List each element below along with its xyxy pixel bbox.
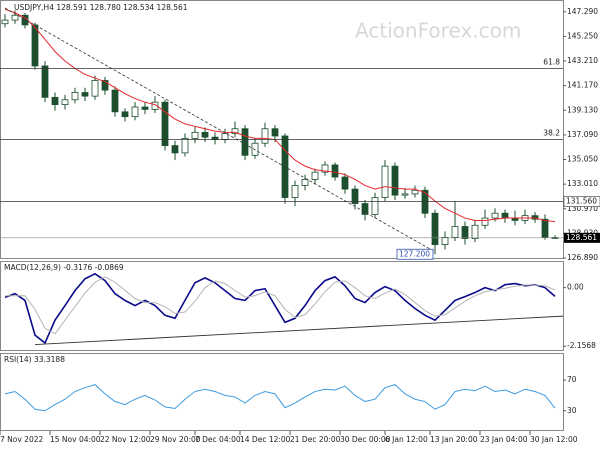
level-label: 131.560 <box>566 197 597 206</box>
candle-body <box>151 101 159 110</box>
candle-body <box>501 212 509 219</box>
candle-body <box>71 92 79 101</box>
candle-body <box>541 218 549 238</box>
candle-body <box>351 188 359 204</box>
y-tick-label: 133.010 <box>567 179 598 188</box>
indicator-line <box>4 272 556 345</box>
y-tick-label: 145.250 <box>567 31 598 40</box>
candle-body <box>51 96 59 105</box>
rsi-title: RSI(14) 33.3188 <box>4 355 65 364</box>
candle-body <box>181 137 189 154</box>
candle-body <box>301 179 309 186</box>
x-tick-label: 23 Jan 04:00 <box>480 435 528 444</box>
y-tick-label: 143.210 <box>567 56 598 65</box>
trendline <box>4 7 436 253</box>
candle-body <box>191 131 199 139</box>
candle-body <box>251 142 259 156</box>
candle-body <box>401 193 409 196</box>
candle-body <box>271 128 279 137</box>
candle-body <box>171 145 179 154</box>
candle-body <box>241 128 249 156</box>
y-tick-label: 0.00 <box>567 283 584 292</box>
x-tick-label: 15 Nov 04:00 <box>50 435 101 444</box>
y-tick-label: 30 <box>567 406 577 415</box>
candle-body <box>491 212 499 219</box>
candle-body <box>431 212 439 246</box>
candle-body <box>361 203 369 215</box>
candle-body <box>411 189 419 195</box>
x-tick-label: 14 Dec 12:00 <box>240 435 291 444</box>
candle-body <box>31 24 39 67</box>
rsi-panel <box>0 353 564 431</box>
x-tick-label: 7 Nov 2022 <box>0 435 43 444</box>
price-panel <box>0 0 564 259</box>
low-label-box <box>396 248 434 260</box>
candle-body <box>371 197 379 215</box>
y-tick-label: 141.170 <box>567 81 598 90</box>
y-tick-label: 137.090 <box>567 130 598 139</box>
candle-body <box>121 111 129 118</box>
candle-body <box>311 171 319 180</box>
candle-body <box>451 226 459 238</box>
candle-body <box>531 215 539 220</box>
chart-title: USDJPY,H4 128.591 128.780 128.534 128.56… <box>14 3 188 12</box>
candle-body <box>141 106 149 110</box>
x-tick-label: 29 Nov 20:00 <box>150 435 201 444</box>
candle-body <box>441 236 449 246</box>
moving-average <box>4 8 556 223</box>
watermark: ActionForex.com <box>355 19 521 43</box>
x-tick-label: 7 Dec 04:00 <box>195 435 241 444</box>
candle-body <box>221 133 229 140</box>
y-tick-label: 130.970 <box>567 204 598 213</box>
candle-body <box>291 185 299 198</box>
y-tick-label: 147.290 <box>567 7 598 16</box>
candle-body <box>391 165 399 196</box>
candle-body <box>41 65 49 98</box>
y-tick-label: 70 <box>567 375 577 384</box>
indicator-line <box>4 384 556 412</box>
y-tick-label: 139.130 <box>567 105 598 114</box>
candle-body <box>201 131 209 138</box>
x-tick-label: 6 Jan 12:00 <box>385 435 428 444</box>
macd-title: MACD(12,26,9) -0.3176 -0.0869 <box>4 263 124 272</box>
y-tick-label: 126.890 <box>567 253 598 262</box>
low-label: 127.200 <box>399 249 430 258</box>
candle-body <box>131 106 139 118</box>
indicator-line <box>5 276 556 335</box>
candle-body <box>261 128 269 144</box>
y-tick-label: 135.050 <box>567 155 598 164</box>
candle-body <box>1 19 9 25</box>
x-tick-label: 13 Jan 20:00 <box>430 435 478 444</box>
bid-label-box <box>564 232 600 243</box>
x-tick-label: 22 Nov 12:00 <box>100 435 151 444</box>
candle-body <box>81 92 89 97</box>
candle-body <box>461 226 469 239</box>
x-tick-label: 30 Dec 00:00 <box>340 435 391 444</box>
candle-body <box>11 14 19 21</box>
bid-label: 128.561 <box>566 233 597 242</box>
y-tick-label: -2.1568 <box>567 341 596 350</box>
candle-body <box>471 224 479 239</box>
candle-body <box>61 99 69 105</box>
candle-body <box>111 89 119 113</box>
trendline <box>34 315 564 346</box>
candle-body <box>331 164 339 178</box>
level-label-box <box>563 196 600 207</box>
candle-body <box>341 176 349 190</box>
x-tick-label: 21 Dec 20:00 <box>290 435 341 444</box>
candle-body <box>231 128 239 134</box>
level-label: 61.8 <box>543 58 560 67</box>
candle-body <box>161 101 169 147</box>
candle-body <box>101 80 109 91</box>
candle-body <box>91 80 99 97</box>
candle-body <box>321 164 329 173</box>
level-label: 38.2 <box>543 128 560 137</box>
candle-body <box>481 217 489 226</box>
macd-panel <box>0 261 564 351</box>
x-tick-label: 30 Jan 12:00 <box>530 435 578 444</box>
candle-body <box>381 165 389 198</box>
